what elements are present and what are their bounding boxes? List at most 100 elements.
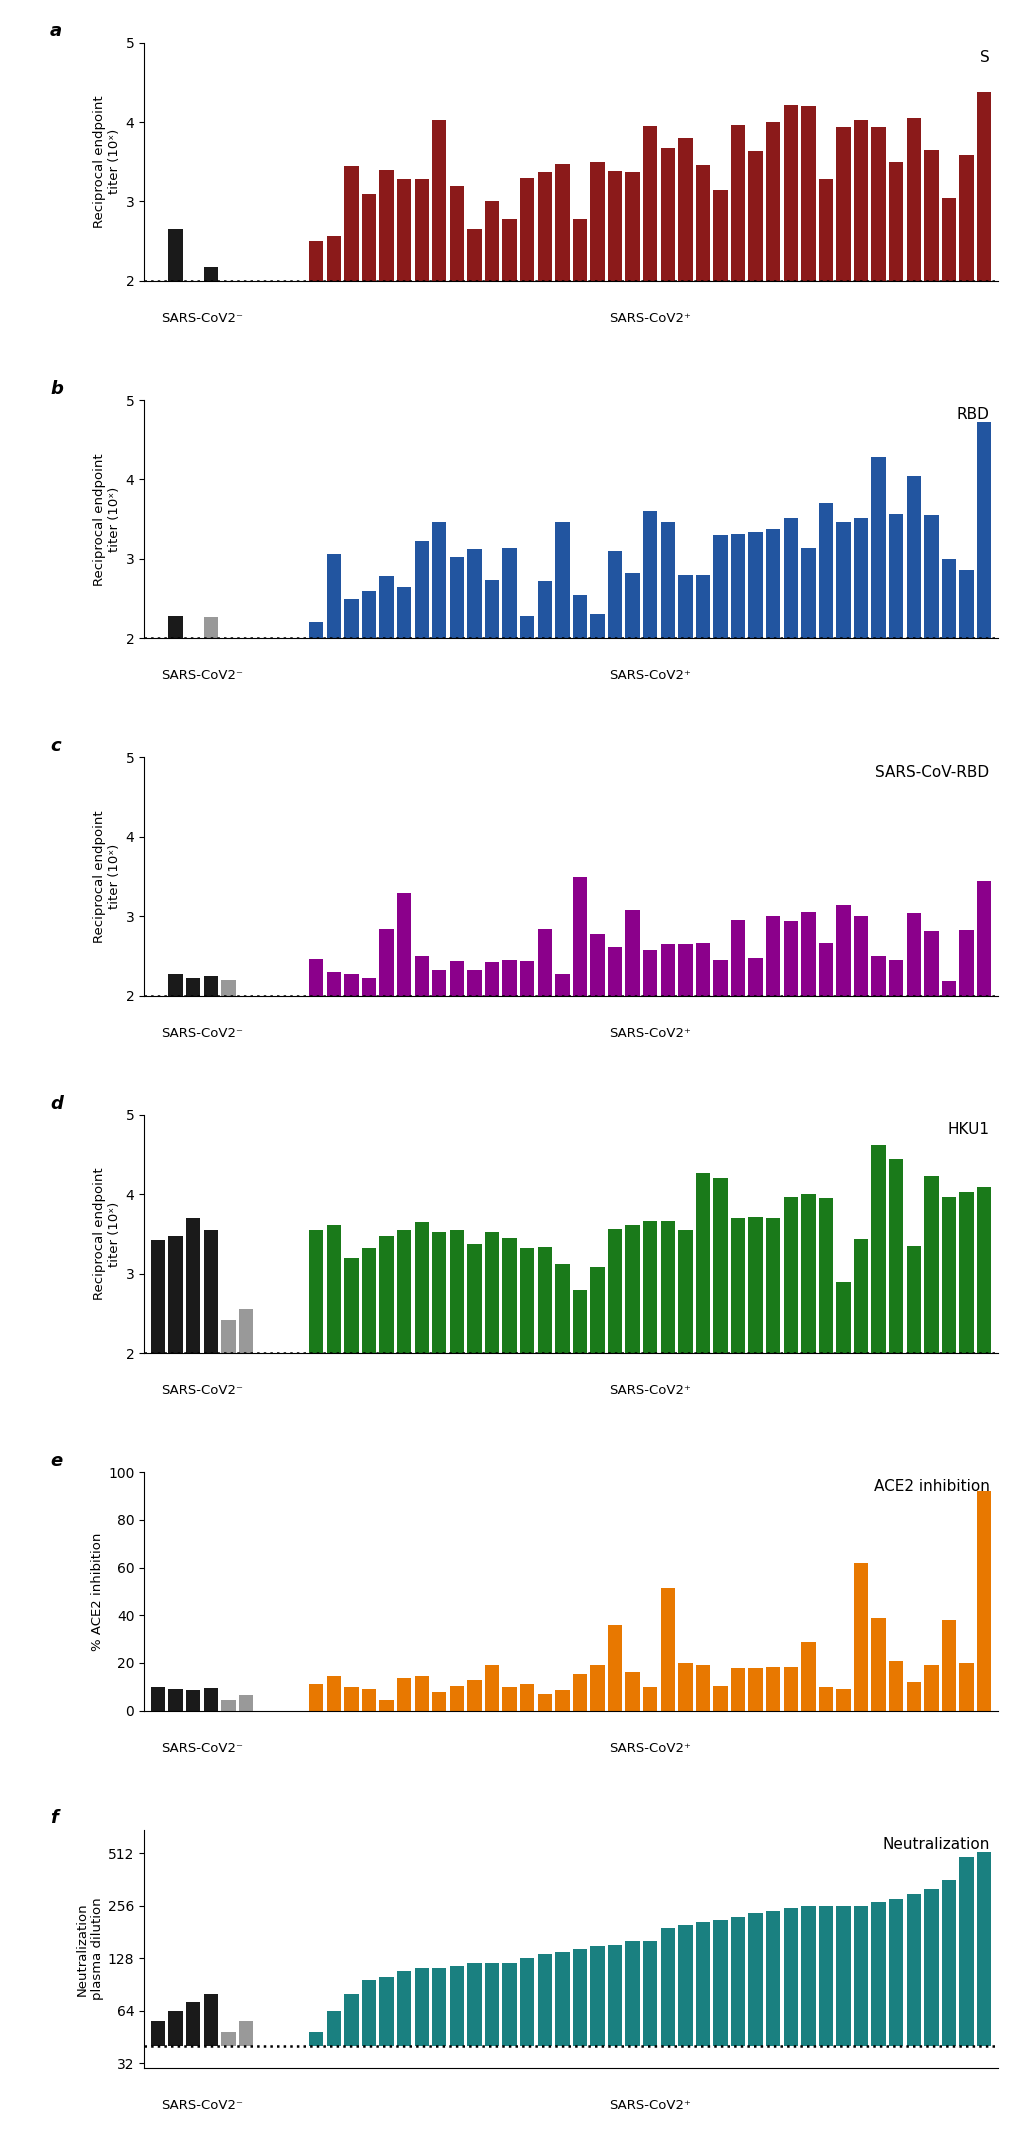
Text: SARS-CoV2⁺: SARS-CoV2⁺ <box>609 1384 691 1396</box>
Bar <box>924 149 938 281</box>
Bar <box>959 569 973 637</box>
Bar <box>186 1691 201 1710</box>
Bar <box>415 179 429 281</box>
Bar <box>766 122 780 281</box>
Bar <box>485 1665 499 1710</box>
Bar <box>942 198 956 281</box>
Bar <box>766 1217 780 1354</box>
Bar <box>696 1173 710 1354</box>
Bar <box>573 220 588 281</box>
Bar <box>485 203 499 281</box>
Bar <box>854 122 868 281</box>
Text: d: d <box>50 1094 63 1113</box>
Bar <box>467 1680 482 1710</box>
Bar <box>626 173 640 281</box>
Bar <box>380 1699 394 1710</box>
Bar <box>502 548 517 637</box>
Bar <box>345 1686 359 1710</box>
Bar <box>942 1196 956 1354</box>
Bar <box>837 1281 851 1354</box>
Bar <box>362 194 377 281</box>
Bar <box>977 1492 991 1710</box>
Y-axis label: Neutralization
plasma dilution: Neutralization plasma dilution <box>76 1897 104 2000</box>
Bar <box>186 2002 201 2047</box>
Bar <box>907 117 921 281</box>
Bar <box>555 974 569 996</box>
Bar <box>924 516 938 637</box>
Bar <box>204 1993 218 2047</box>
Bar <box>432 122 447 281</box>
Bar <box>345 599 359 637</box>
Bar <box>380 930 394 996</box>
Bar <box>959 1663 973 1710</box>
Bar <box>696 164 710 281</box>
Bar <box>661 1927 675 2047</box>
Bar <box>397 586 412 637</box>
Bar <box>713 1686 728 1710</box>
Bar <box>731 1917 745 2047</box>
Bar <box>326 237 341 281</box>
Bar <box>450 1686 464 1710</box>
Bar <box>907 1682 921 1710</box>
Bar <box>748 957 762 996</box>
Bar <box>731 1217 745 1354</box>
Bar <box>802 548 816 637</box>
Bar <box>959 930 973 996</box>
Bar <box>502 220 517 281</box>
Bar <box>661 944 675 996</box>
Bar <box>907 1893 921 2047</box>
Bar <box>748 1217 762 1354</box>
Bar <box>309 2032 323 2047</box>
Bar <box>783 921 797 996</box>
Bar <box>573 595 588 637</box>
Text: b: b <box>50 379 63 399</box>
Bar <box>169 2010 183 2047</box>
Bar <box>239 1695 253 1710</box>
Bar <box>713 1179 728 1354</box>
Bar <box>573 1949 588 2047</box>
Bar <box>345 974 359 996</box>
Bar <box>309 241 323 281</box>
Bar <box>380 1237 394 1354</box>
Bar <box>977 92 991 281</box>
Bar <box>924 1665 938 1710</box>
Bar <box>942 981 956 996</box>
Bar <box>872 1902 886 2047</box>
Bar <box>977 1853 991 2047</box>
Bar <box>537 582 552 637</box>
Text: SARS-CoV2⁻: SARS-CoV2⁻ <box>162 311 243 324</box>
Bar <box>415 1968 429 2047</box>
Bar <box>326 972 341 996</box>
Bar <box>326 1676 341 1710</box>
Bar <box>766 1910 780 2047</box>
Bar <box>537 173 552 281</box>
Text: RBD: RBD <box>957 407 990 422</box>
Bar <box>837 126 851 281</box>
Bar <box>854 1563 868 1710</box>
Bar <box>502 1239 517 1354</box>
Bar <box>942 559 956 637</box>
Bar <box>643 1686 658 1710</box>
Bar <box>502 1964 517 2047</box>
Bar <box>854 1906 868 2047</box>
Bar <box>380 171 394 281</box>
Bar <box>450 185 464 281</box>
Bar <box>819 1686 833 1710</box>
Bar <box>678 944 693 996</box>
Bar <box>520 616 534 637</box>
Bar <box>591 934 605 996</box>
Bar <box>889 514 903 637</box>
Bar <box>678 139 693 281</box>
Bar <box>309 1684 323 1710</box>
Bar <box>555 164 569 281</box>
Bar <box>748 531 762 637</box>
Bar <box>239 1309 253 1354</box>
Bar <box>802 1642 816 1710</box>
Bar <box>977 422 991 637</box>
Text: ACE2 inhibition: ACE2 inhibition <box>874 1480 990 1495</box>
Bar <box>591 1665 605 1710</box>
Bar <box>309 959 323 996</box>
Bar <box>696 1921 710 2047</box>
Bar <box>661 522 675 637</box>
Bar <box>837 906 851 996</box>
